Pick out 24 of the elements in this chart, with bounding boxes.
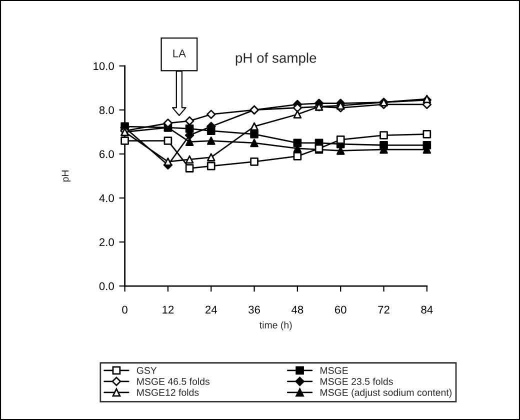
- y-tick-label: 2.0: [100, 238, 114, 246]
- y-tick-label: 6.0: [100, 150, 114, 158]
- x-tick-label: 60: [334, 306, 346, 314]
- x-tick-label: 48: [292, 306, 304, 314]
- x-tick-label: 72: [378, 306, 390, 314]
- y-tick-label: 0.0: [99, 282, 114, 290]
- y-tick-label: 4.0: [99, 194, 114, 202]
- x-tick-label: 12: [162, 306, 174, 314]
- y-tick-label: 8.0: [99, 106, 114, 114]
- x-tick-label: 84: [421, 306, 433, 314]
- x-tick-label: 0: [122, 306, 128, 314]
- y-tick-label: 10.0: [94, 62, 114, 70]
- legend-label: GSY: [136, 367, 157, 374]
- legend-label: MSGE12 folds: [137, 388, 199, 396]
- text: LA: [173, 50, 186, 58]
- x-tick-label: 24: [206, 306, 217, 314]
- legend-label: MSGE: [320, 367, 348, 374]
- chart-title: pH of sample: [236, 52, 316, 66]
- y-axis-title: pH: [62, 170, 71, 182]
- legend-label: MSGE 46.5 folds: [137, 378, 210, 385]
- x-tick-label: 36: [248, 306, 260, 314]
- legend-label: MSGE 23.5 folds: [320, 378, 393, 385]
- x-axis-title: time (h): [260, 321, 292, 330]
- legend-label: MSGE (adjust sodium content): [320, 388, 452, 398]
